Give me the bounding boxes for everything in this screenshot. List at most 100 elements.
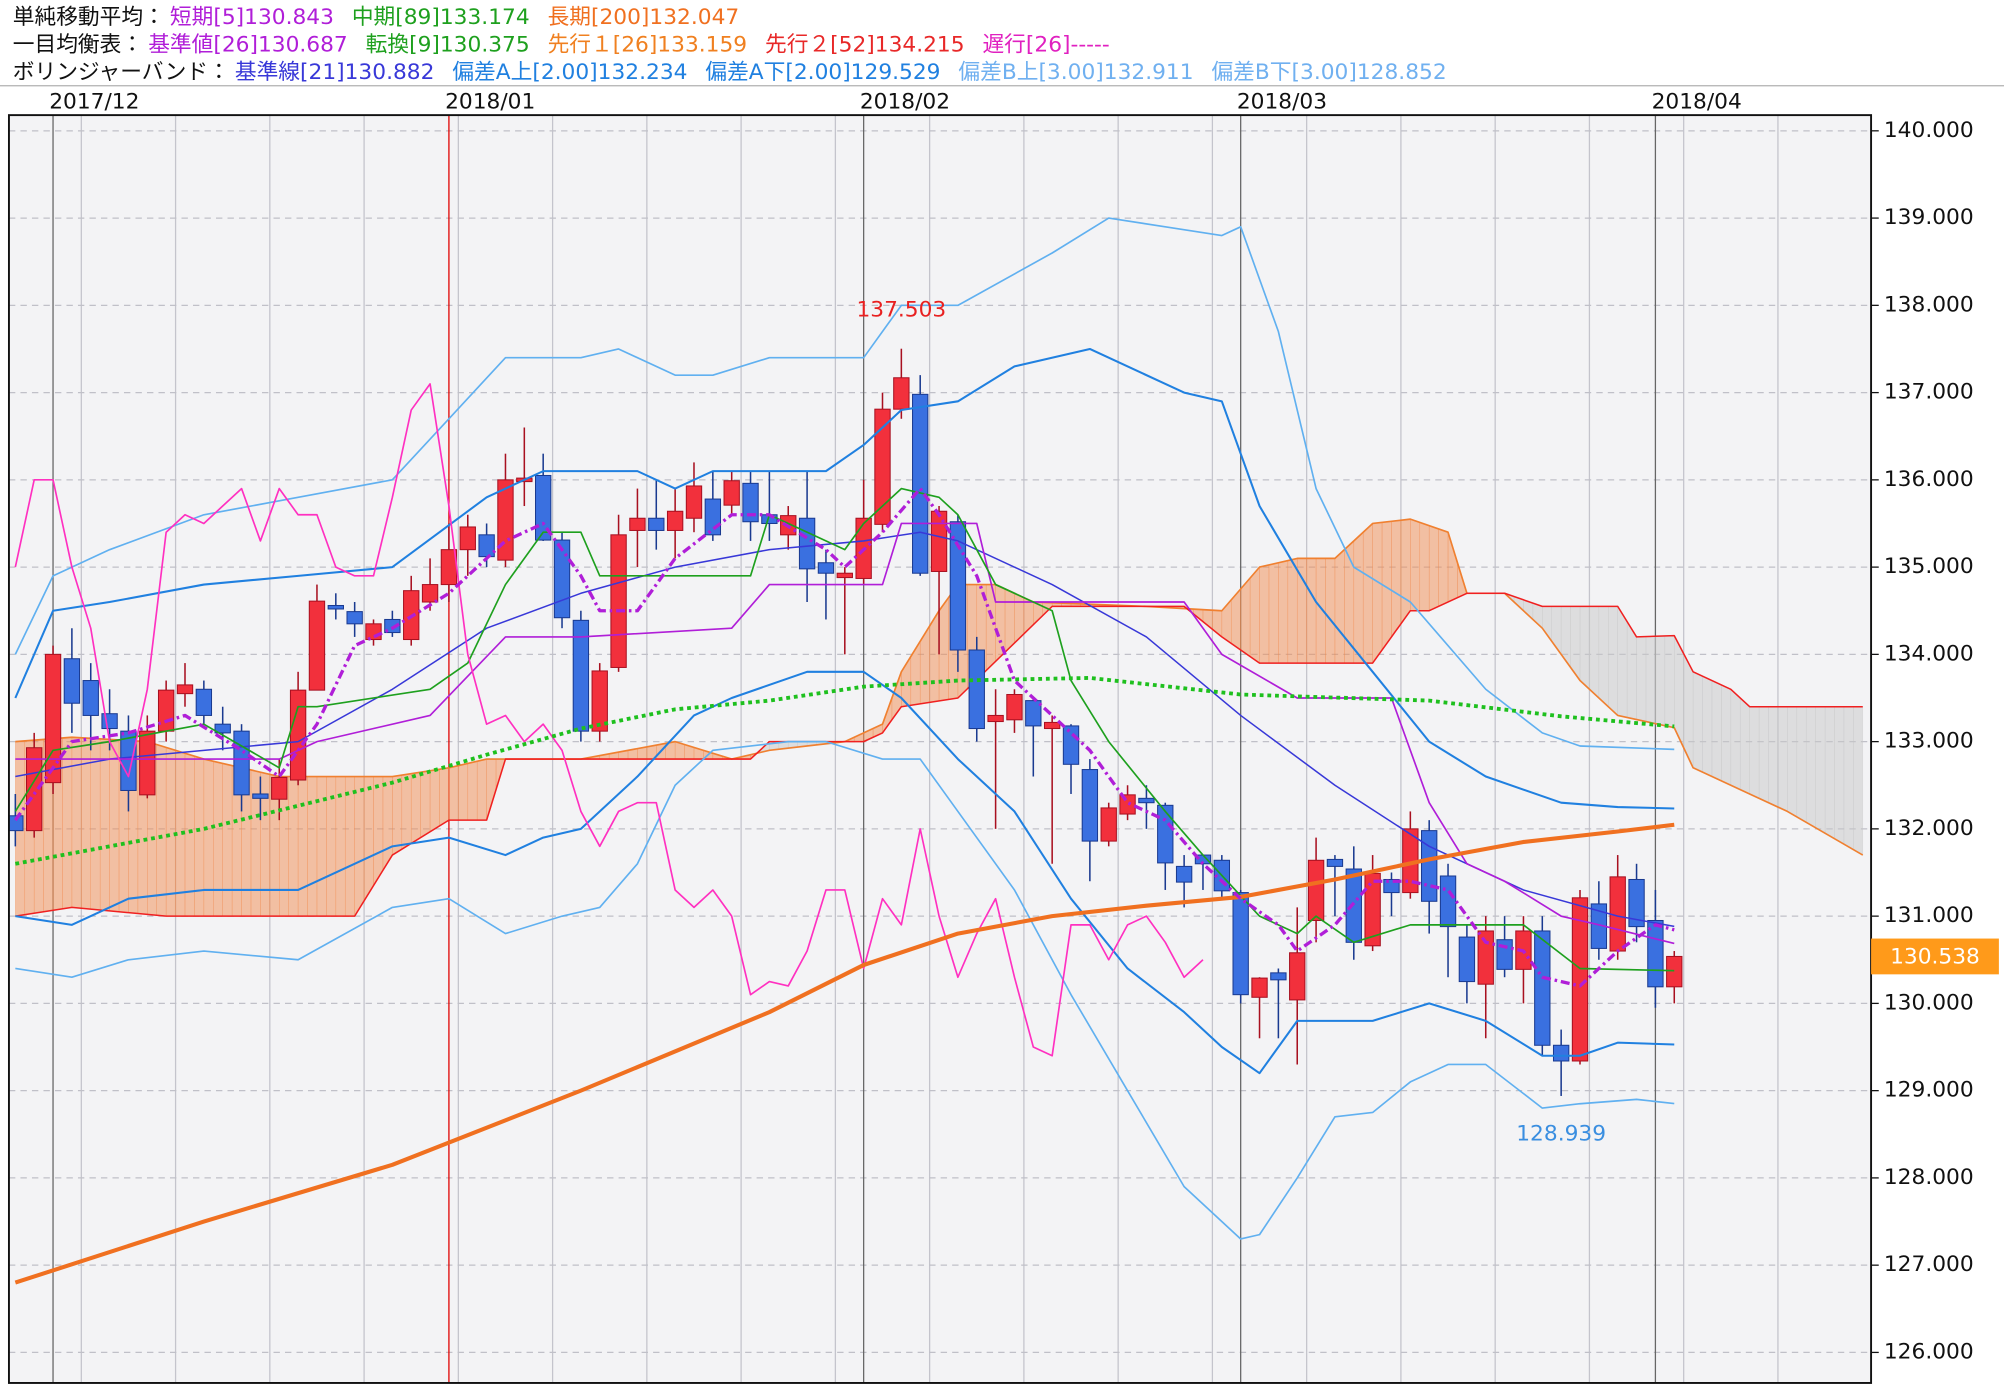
cloud-fill [1419,522,1430,611]
cloud-fill [429,768,440,833]
legend-entry: 偏差B下[3.00]128.852 [1211,60,1446,85]
candle-body [968,649,985,730]
cloud-fill [1589,606,1600,699]
y-tick-label: 128.000 [1884,1165,1974,1190]
x-tick-label: 2017/12 [49,89,139,114]
candle-body [157,689,175,732]
last-price-label: 130.538 [1890,945,1980,970]
candle-body [1571,897,1589,1062]
cloud-fill [354,776,365,918]
y-tick-label: 136.000 [1884,467,1974,492]
y-tick-label: 126.000 [1884,1339,1974,1364]
candle-body [723,480,740,506]
line-series [14,217,1675,751]
candle-body [591,670,608,732]
y-tick-label: 132.000 [1884,816,1974,841]
cloud-fill [1749,706,1760,799]
legend-line: 単純移動平均： 短期[5]130.843 中期[89]133.174 長期[200]1… [13,5,739,30]
cloud-fill [1787,706,1798,818]
last-price-box [1871,938,1999,975]
legend-entry: 偏差B上[3.00]132.911 [958,60,1193,85]
candle-body [893,377,910,410]
line-series [13,486,1675,988]
y-tick-label: 130.000 [1884,990,1974,1015]
y-tick-label: 139.000 [1884,205,1974,230]
candle-body [327,604,344,610]
candle-body [1326,858,1344,867]
cloud-fill [1843,706,1854,851]
cloud-fill [1702,675,1713,777]
cloud-fill [1438,528,1449,607]
candle-body [384,618,401,634]
cloud-fill [1655,635,1666,727]
cloud-fill [1249,566,1260,664]
line-series [15,670,1675,1075]
candle-body [1232,892,1249,996]
plot-frame [7,114,1873,1384]
cloud-fill [1739,697,1750,795]
plot [8,115,1872,1383]
candle-body [139,730,156,796]
candle-body [987,714,1004,723]
y-tick-label: 137.000 [1884,380,1974,405]
x-tick-label: 2018/03 [1237,89,1327,114]
legend-entry: 偏差A上[2.00]132.234 [452,60,687,85]
candle-body [421,584,439,603]
y-tick-label: 133.000 [1884,729,1974,754]
cloud-fill [373,776,384,887]
candle-body [1157,804,1174,864]
cloud-fill [1362,522,1373,664]
cloud-fill [194,755,205,917]
candle-body [346,611,363,625]
candle-body [26,747,43,832]
cloud-fill [392,774,403,856]
cloud-fill [344,776,355,917]
cloud-fill [156,744,167,917]
cloud-fill [1824,706,1835,840]
candle-body [1175,865,1193,883]
cloud-fill [1268,562,1279,664]
cloud-fill [363,776,374,902]
cloud-fill [1428,525,1439,612]
cloud-fill [1278,560,1289,664]
cloud-fill [1636,636,1647,722]
legend-entry: 短期[5]130.843 [170,5,334,30]
cloud-fill [1617,605,1628,718]
legend-entry: 基準値[26]130.687 [148,32,348,57]
cloud-fill [213,760,223,917]
candle-body [44,653,62,784]
candle-body [930,510,948,572]
annotation: 137.503 [856,297,946,322]
legend-line: ボリンジャーバンド： 基準線[21]130.882 偏差A上[2.00]132.23… [13,60,1447,85]
legend-entry: 先行１[26]133.159 [548,32,748,57]
cloud-fill [1325,558,1336,664]
cloud-fill [1306,558,1317,664]
cloud-fill [420,770,431,839]
cloud-fill [1240,577,1251,658]
legend-entry: 中期[89]133.174 [352,5,530,30]
y-tick-label: 140.000 [1884,118,1974,143]
candle-body [120,730,137,791]
candle-body [1062,725,1080,765]
legend-line: 一目均衡表： 基準値[26]130.687 転換[9]130.375 先行１[26]1… [13,32,1110,57]
candle-body [101,713,118,730]
legend-entry: 基準線[21]130.882 [235,60,435,85]
cloud-fill [1834,706,1845,845]
candle-body [648,517,665,531]
candle-body [1043,721,1061,730]
candle-body [63,658,81,704]
y-tick-label: 131.000 [1884,903,1974,928]
x-tick-label: 2018/01 [445,89,535,114]
cloud-fill [307,776,318,917]
candle-body [1100,807,1117,842]
candle-body [478,534,495,558]
cloud-fill [1692,671,1703,773]
line-series [15,740,1675,1240]
cloud-fill [1796,706,1807,823]
legend-label: 単純移動平均： [13,5,165,30]
legend-entry: 先行２[52]134.215 [765,32,965,57]
candle-body [836,572,853,579]
candle-body [1477,930,1494,985]
cloud-fill [1711,680,1722,782]
